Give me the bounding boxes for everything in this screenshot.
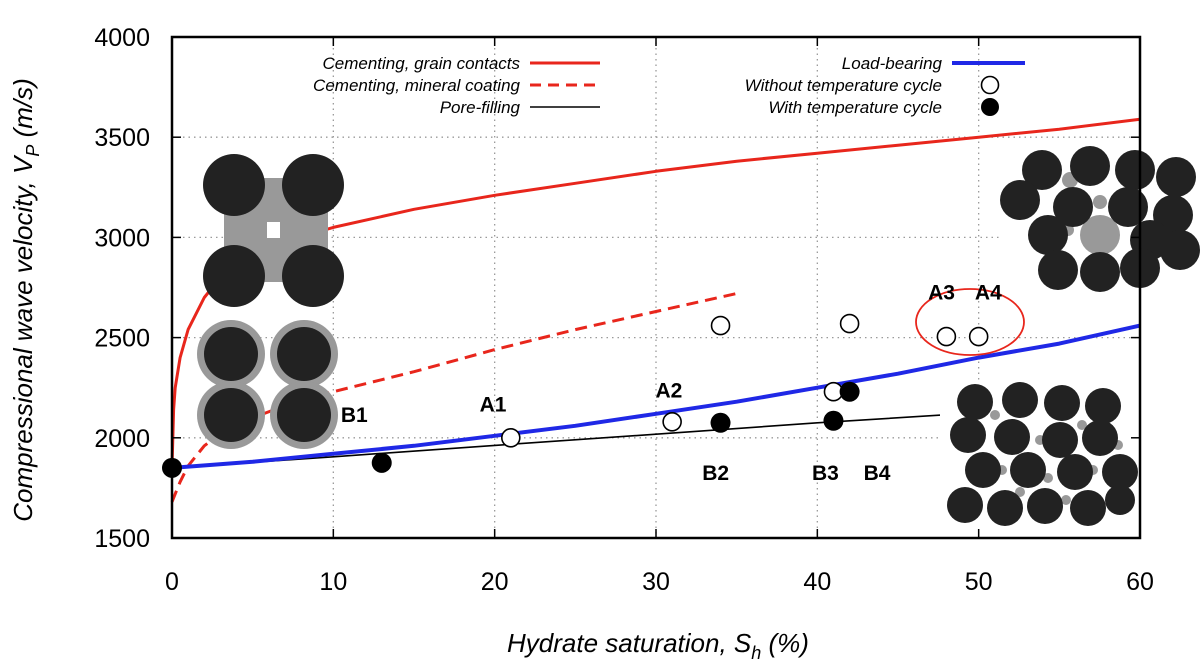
x-tick-label: 50 — [965, 568, 993, 596]
x-tick-label: 30 — [642, 568, 670, 596]
open-marker — [500, 427, 521, 448]
y-tick-label: 2500 — [94, 325, 150, 353]
open-marker — [710, 315, 731, 336]
legend-label-with-cycle: With temperature cycle — [768, 98, 942, 117]
x-tick-label: 20 — [481, 568, 509, 596]
y-tick-label: 3000 — [94, 224, 150, 252]
open-marker — [839, 313, 860, 334]
pore-filling-illustration — [940, 380, 1200, 530]
x-tick-label: 0 — [165, 568, 179, 596]
y-tick-label: 2000 — [94, 425, 150, 453]
data-points — [162, 313, 989, 478]
legend-marker-open — [980, 75, 1000, 95]
grain-contact-cement-illustration — [203, 154, 344, 307]
legend-label-without-cycle: Without temperature cycle — [745, 76, 942, 95]
filled-marker — [371, 452, 392, 473]
x-axis-title: Hydrate saturation, Sh (%) — [507, 628, 809, 663]
point-label-b3: B3 — [812, 462, 839, 485]
x-tick-label: 60 — [1126, 568, 1154, 596]
point-label-b2: B2 — [702, 462, 729, 485]
open-marker — [662, 411, 682, 432]
point-label-a2: A2 — [655, 380, 682, 403]
point-label-b1: B1 — [341, 404, 368, 427]
point-label-b4: B4 — [864, 462, 891, 485]
model-curves — [170, 117, 1141, 503]
open-marker — [968, 326, 989, 347]
legend-marker-filled — [981, 98, 999, 116]
point-label-a4: A4 — [975, 282, 1002, 305]
legend-label-mineral-coating: Cementing, mineral coating — [313, 76, 520, 95]
y-tick-label: 3500 — [94, 124, 150, 152]
y-tick-label: 1500 — [94, 525, 150, 553]
series-line-cementing-mineral-coating — [170, 292, 738, 503]
filled-marker — [823, 410, 844, 431]
highlight-ellipse — [915, 288, 1025, 356]
series-line-cementing-grain-contacts — [170, 117, 1141, 468]
grid-lines — [172, 37, 1140, 538]
series-line-pore-filling — [171, 404, 1092, 469]
point-label-a3: A3 — [928, 282, 955, 305]
y-tick-label: 4000 — [94, 24, 150, 52]
legend-label-load-bearing: Load-bearing — [842, 54, 943, 73]
filled-marker — [839, 381, 860, 402]
load-bearing-illustration — [1000, 146, 1200, 298]
mineral-coating-illustration — [197, 320, 338, 449]
x-tick-label: 10 — [319, 568, 347, 596]
axes: 0 10 20 30 40 50 60 1500 2000 2500 3000 3500 4000 — [94, 24, 1154, 596]
legend-label-pore-filling: Pore-filling — [440, 98, 521, 117]
x-tick-label: 40 — [803, 568, 831, 596]
point-label-a1: A1 — [480, 394, 507, 417]
filled-marker — [710, 412, 731, 433]
open-marker — [936, 326, 957, 347]
y-axis-title: Compressional wave velocity, VP (m/s) — [8, 78, 43, 522]
point-labels: B1 A1 A2 B2 B3 B4 A3 A4 — [341, 282, 1002, 485]
legend-label-grain-contacts: Cementing, grain contacts — [323, 54, 521, 73]
series-line-load-bearing — [171, 323, 1141, 470]
legend: Cementing, grain contacts Cementing, min… — [313, 54, 1025, 117]
